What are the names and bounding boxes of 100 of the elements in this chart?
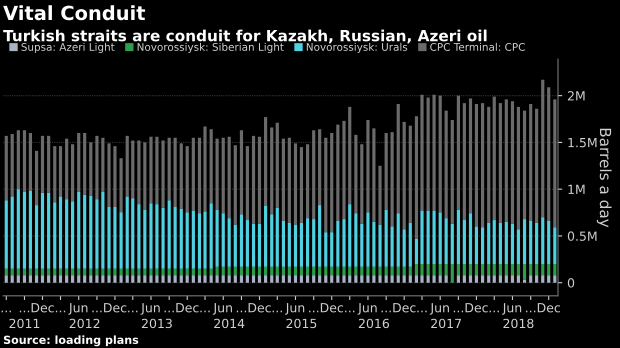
bar xyxy=(149,275,153,283)
bar xyxy=(228,266,231,276)
bar xyxy=(432,264,436,276)
bar xyxy=(408,222,412,267)
bar xyxy=(456,275,460,283)
x-tick-label: Jun xyxy=(285,303,304,315)
bar xyxy=(384,133,388,210)
bar xyxy=(384,210,388,267)
bar xyxy=(101,268,104,276)
bar xyxy=(16,189,20,269)
bar xyxy=(149,136,153,204)
legend-label: CPC Terminal: CPC xyxy=(430,42,525,51)
bar xyxy=(535,108,538,223)
bar xyxy=(113,268,117,276)
bar xyxy=(402,122,406,230)
bar xyxy=(390,226,394,267)
bar xyxy=(468,275,472,283)
bar xyxy=(89,142,92,196)
bar xyxy=(192,275,195,283)
bar xyxy=(198,138,202,214)
bar xyxy=(186,212,189,269)
bar xyxy=(28,191,32,269)
bar xyxy=(474,275,478,283)
bar xyxy=(137,268,140,276)
x-tick-label: Dec xyxy=(393,303,416,312)
bar xyxy=(192,210,195,269)
bar xyxy=(426,275,430,283)
bar xyxy=(366,120,370,213)
bar xyxy=(510,275,514,283)
x-tick-label: Jun xyxy=(140,303,160,315)
bar xyxy=(155,268,159,276)
bar xyxy=(137,204,140,269)
bar xyxy=(246,146,249,220)
bar xyxy=(83,133,86,195)
bar xyxy=(372,222,376,267)
bar xyxy=(522,110,526,220)
bar xyxy=(228,218,231,267)
bar xyxy=(535,222,538,264)
bar xyxy=(456,210,460,264)
bar xyxy=(462,275,466,283)
x-tick-label: ... xyxy=(490,310,499,312)
bar xyxy=(342,120,346,220)
bar xyxy=(420,94,424,211)
bar xyxy=(137,275,140,283)
x-tick-label: ... xyxy=(56,310,66,312)
bar xyxy=(192,138,195,211)
bar xyxy=(541,80,544,218)
bar xyxy=(504,99,508,222)
bar xyxy=(432,210,436,264)
bar xyxy=(58,196,62,269)
bar xyxy=(372,266,376,276)
bar xyxy=(306,275,310,283)
bar xyxy=(498,275,502,283)
x-tick-label: ... xyxy=(236,310,246,312)
bar xyxy=(71,268,74,276)
bar xyxy=(312,275,316,283)
y-tick-label: 0.5M xyxy=(568,231,596,241)
bar xyxy=(65,275,68,283)
bar xyxy=(270,275,274,283)
bar xyxy=(522,219,526,264)
bar xyxy=(107,206,111,269)
bar xyxy=(155,204,159,269)
bar xyxy=(168,275,171,283)
y-tick-label: 0 xyxy=(568,278,574,288)
bar xyxy=(516,264,520,276)
bar xyxy=(348,106,352,204)
bar xyxy=(402,275,406,283)
bar xyxy=(258,266,262,276)
x-tick-label: ... xyxy=(345,310,354,312)
bar xyxy=(34,150,38,206)
bar xyxy=(324,138,328,232)
bar xyxy=(4,275,8,283)
x2-tick-label: 2012 xyxy=(70,318,100,328)
x-tick-label: ... xyxy=(272,310,282,312)
bar xyxy=(336,124,340,221)
bar xyxy=(192,268,195,276)
bar xyxy=(28,275,32,283)
bar xyxy=(450,264,454,283)
bar xyxy=(10,134,14,197)
bar xyxy=(498,264,502,276)
bar xyxy=(438,264,442,276)
bar xyxy=(161,268,165,276)
bar xyxy=(414,264,418,276)
bar xyxy=(240,130,244,214)
bar xyxy=(318,129,322,206)
bar xyxy=(101,275,104,283)
bar xyxy=(306,144,310,218)
bar xyxy=(294,275,298,283)
bar xyxy=(541,264,544,276)
bar xyxy=(300,147,304,223)
bar xyxy=(300,266,304,276)
bar xyxy=(516,229,520,264)
bar xyxy=(216,138,219,210)
bar xyxy=(360,266,364,276)
x-tick-label: Dec xyxy=(466,303,488,312)
bar xyxy=(408,275,412,283)
bar xyxy=(120,275,123,283)
bar xyxy=(34,205,38,269)
bar xyxy=(468,98,472,214)
bar xyxy=(330,275,334,283)
